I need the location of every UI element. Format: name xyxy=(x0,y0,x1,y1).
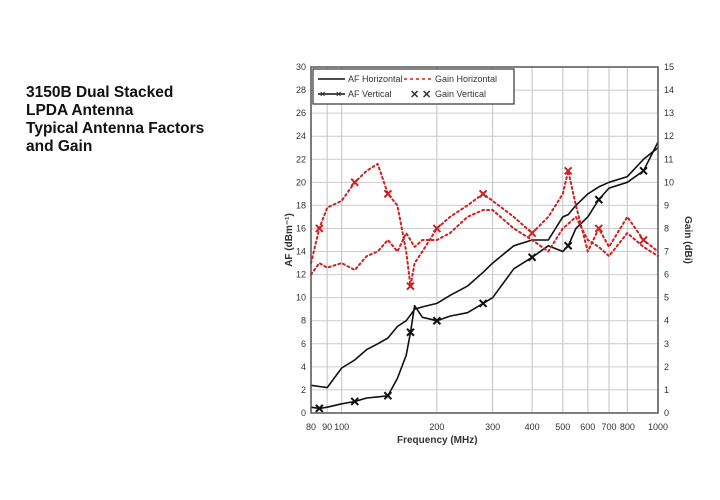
y-tick-label: 4 xyxy=(301,362,306,372)
y-tick-label: 18 xyxy=(296,200,306,210)
y2-tick-label: 6 xyxy=(664,270,669,280)
y-tick-label: 22 xyxy=(296,154,306,164)
legend-marker: ✕ xyxy=(410,89,419,101)
x-tick-label: 200 xyxy=(429,422,444,432)
chart-title: 3150B Dual Stacked LPDA Antenna Typical … xyxy=(26,84,204,156)
legend-label: AF Vertical xyxy=(348,89,392,99)
y2-tick-label: 5 xyxy=(664,293,669,303)
y-tick-label: 12 xyxy=(296,270,306,280)
y-tick-label: 10 xyxy=(296,293,306,303)
y2-tick-label: 10 xyxy=(664,177,674,187)
title-line: 3150B Dual Stacked xyxy=(26,84,174,101)
y-tick-label: 6 xyxy=(301,339,306,349)
x-tick-label: 500 xyxy=(555,422,570,432)
y2-tick-label: 7 xyxy=(664,247,669,257)
data-point-marker xyxy=(527,228,537,238)
data-point-marker xyxy=(383,391,393,400)
plot-frame xyxy=(310,66,659,414)
x-tick-label: 100 xyxy=(334,422,349,432)
y-tick-label: 2 xyxy=(301,385,306,395)
y-tick-label: 14 xyxy=(296,247,306,257)
x-tick-label: 300 xyxy=(485,422,500,432)
data-point-marker xyxy=(350,397,359,406)
y2-axis-label: Gain (dBi) xyxy=(682,216,693,264)
data-point-marker xyxy=(639,166,648,176)
legend: AF Horizontal × × AF Vertical Gain Horiz… xyxy=(312,68,515,105)
y-tick-label: 30 xyxy=(296,62,306,72)
y2-tick-label: 0 xyxy=(664,408,669,418)
y2-tick-label: 9 xyxy=(664,200,669,210)
data-point-marker xyxy=(350,178,359,187)
legend-box xyxy=(312,68,515,105)
x-tick-label: 400 xyxy=(525,422,540,432)
y-tick-label: 26 xyxy=(296,108,306,118)
y2-tick-label: 12 xyxy=(664,131,674,141)
legend-label: Gain Horizontal xyxy=(435,74,497,84)
x-tick-label: 800 xyxy=(620,422,635,432)
data-point-marker xyxy=(432,316,442,325)
y-tick-label: 16 xyxy=(296,223,306,233)
data-point-marker xyxy=(406,328,415,337)
legend-marker: × xyxy=(320,89,325,99)
data-point-marker xyxy=(478,299,488,308)
x-tick-label: 90 xyxy=(322,422,332,432)
series-line-gain-horizontal xyxy=(310,209,659,276)
x-tick-label: 600 xyxy=(580,422,595,432)
data-point-marker xyxy=(563,241,573,250)
data-point-marker xyxy=(639,235,648,245)
y2-tick-label: 14 xyxy=(664,85,674,95)
y2-tick-label: 11 xyxy=(664,154,673,164)
x-tick-label: 1000 xyxy=(648,422,668,432)
x-axis-label: Frequency (MHz) xyxy=(397,435,478,446)
y2-tick-label: 4 xyxy=(664,316,669,326)
y2-tick-label: 8 xyxy=(664,223,669,233)
series-line-gain-vertical xyxy=(310,162,659,288)
title-line: and Gain xyxy=(26,138,93,155)
series-line-af-vertical xyxy=(310,141,659,410)
data-point-marker xyxy=(527,253,537,262)
y-tick-label: 0 xyxy=(301,408,306,418)
legend-label: Gain Vertical xyxy=(435,89,486,99)
data-point-marker xyxy=(478,189,488,199)
data-point-marker xyxy=(563,166,573,176)
y-tick-label: 20 xyxy=(296,177,306,187)
x-tick-label: 80 xyxy=(306,422,316,432)
y-tick-label: 28 xyxy=(296,85,306,95)
tick-labels: 80 90 100 200 300 400 500 600 700 800 100002468101… xyxy=(296,62,674,432)
legend-label: AF Horizontal xyxy=(348,74,403,84)
legend-marker: × xyxy=(336,89,341,99)
x-tick-label: 700 xyxy=(601,422,616,432)
data-point-marker xyxy=(406,281,415,291)
y2-tick-label: 1 xyxy=(664,385,669,395)
y2-tick-label: 2 xyxy=(664,362,669,372)
data-point-marker xyxy=(315,404,324,413)
series-group xyxy=(310,141,659,413)
legend-marker: ✕ xyxy=(422,89,431,101)
data-point-marker xyxy=(383,189,393,199)
y-tick-label: 24 xyxy=(296,131,306,141)
y-tick-label: 8 xyxy=(301,316,306,326)
data-point-marker xyxy=(432,224,442,233)
y-axis-label: AF (dBm⁻¹) xyxy=(284,213,295,267)
y2-tick-label: 15 xyxy=(664,62,674,72)
data-point-marker xyxy=(594,195,604,204)
y2-tick-label: 13 xyxy=(664,108,674,118)
y2-tick-label: 3 xyxy=(664,339,669,349)
title-line: Typical Antenna Factors xyxy=(26,120,205,137)
title-line: LPDA Antenna xyxy=(26,102,134,119)
data-point-marker xyxy=(315,224,324,233)
data-point-marker xyxy=(594,224,604,233)
series-line-af-horizontal xyxy=(310,147,659,389)
